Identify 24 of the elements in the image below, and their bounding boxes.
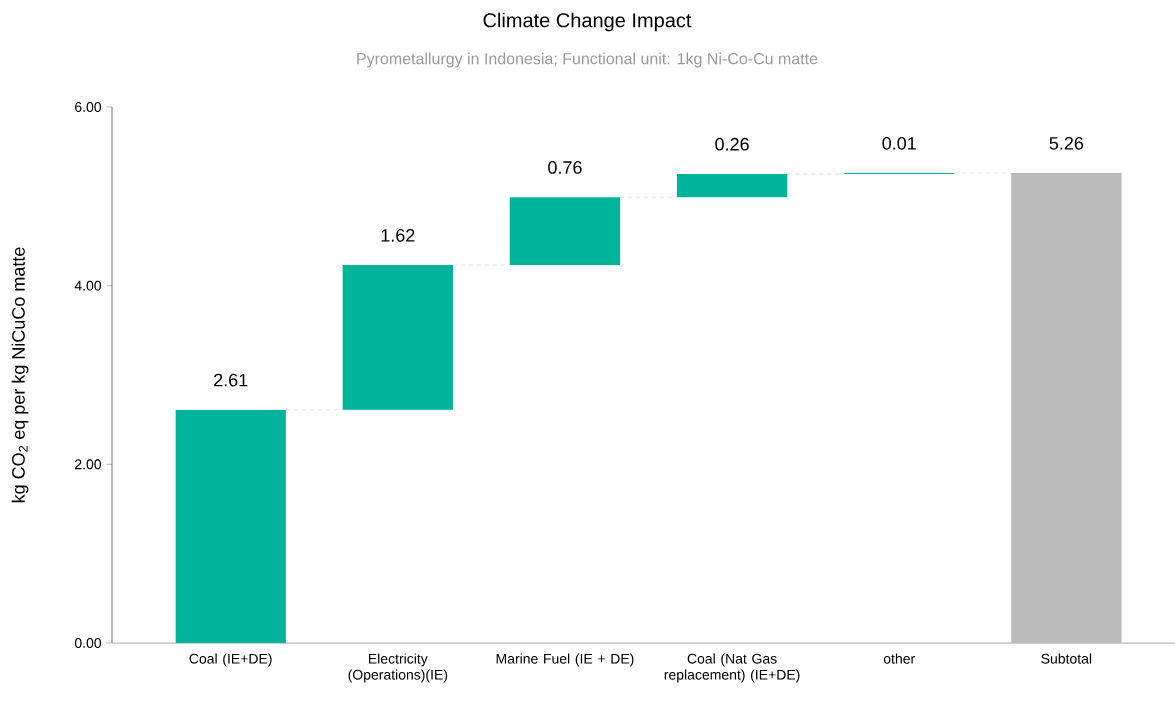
y-tick-label: 2.00 [75, 459, 102, 470]
data-label: 2.61 [214, 373, 248, 387]
x-tick-label: Electricity (Operations)(IE) [348, 653, 448, 683]
bar [1011, 173, 1122, 643]
x-tick-label: Coal (Nat Gas replacement) (IE+DE) [664, 653, 800, 683]
y-axis-title: kg CO$_{2}$ eq per kg NiCuCo matte [11, 247, 29, 503]
chart-subtitle: Pyrometallurgy in Indonesia; Functional unit: 1kg Ni-Co-Cu matte [357, 52, 818, 68]
bar [676, 173, 788, 198]
chart-title: Climate Change Impact [483, 12, 692, 32]
bar [342, 265, 453, 410]
y-tick-label: 4.00 [74, 280, 102, 291]
data-label: 1.62 [381, 228, 415, 242]
data-label: 5.26 [1049, 136, 1084, 150]
data-label: 0.76 [548, 161, 582, 174]
x-tick-label: other [883, 653, 915, 664]
y-tick-label: 6.00 [75, 102, 102, 112]
x-tick-label: Subtotal [1041, 653, 1092, 664]
x-tick-label: Marine Fuel (IE + DE) [496, 653, 634, 667]
bar [175, 409, 286, 643]
bar [509, 197, 621, 266]
data-label: 0.01 [882, 136, 916, 150]
data-label: 0.26 [715, 137, 749, 151]
x-tick-label: Coal (IE+DE) [189, 653, 272, 667]
y-tick-label: 0.00 [74, 638, 102, 648]
